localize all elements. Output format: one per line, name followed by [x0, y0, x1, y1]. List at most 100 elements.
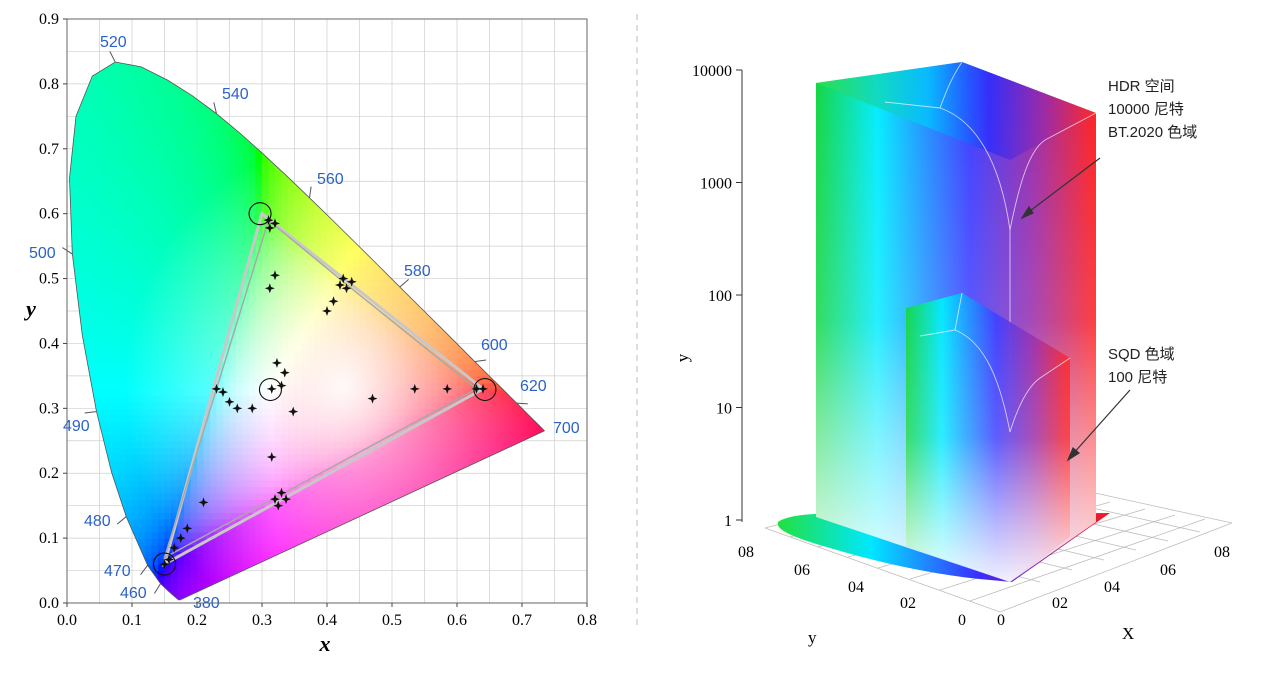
- measurement-marker: [270, 494, 280, 505]
- cie-chromaticity-chart: 520540560580600620700500490480470460380 …: [23, 11, 597, 656]
- measurement-marker: [273, 500, 284, 511]
- floor-x-tick-label: 0: [997, 612, 1005, 629]
- measured-gamut: [163, 218, 478, 560]
- measurement-markers: [159, 215, 488, 570]
- annotation-sqd-line: SQD 色域: [1108, 346, 1175, 363]
- locus-tick: [474, 359, 487, 363]
- measurement-marker: [442, 383, 453, 394]
- annotations: HDR 空间 10000 尼特 BT.2020 色域 SQD 色域 100 尼特: [1108, 78, 1197, 386]
- y-tick-label: 0.9: [39, 11, 59, 28]
- measurement-marker: [169, 542, 180, 553]
- floor-x-label: X: [1122, 624, 1134, 643]
- measurement-marker: [263, 215, 274, 226]
- measurement-marker: [211, 383, 222, 394]
- z-tick-label: 1: [724, 513, 732, 530]
- wavelength-label-500: 500: [29, 245, 56, 262]
- measurement-marker: [471, 383, 482, 394]
- measurement-marker: [247, 403, 258, 414]
- annotation-arrows: [1020, 157, 1131, 462]
- x-tick-label: 0.5: [382, 612, 402, 629]
- floor-y-tick-label: 02: [900, 595, 916, 612]
- measurement-marker: [276, 487, 287, 498]
- primary-circle: [248, 202, 272, 226]
- locus-tick: [140, 565, 148, 575]
- y-tick-label: 0.1: [39, 530, 59, 547]
- measurement-marker: [341, 283, 352, 294]
- y-tick-label: 0.5: [39, 271, 59, 288]
- annotation-hdr-line: HDR 空间: [1108, 78, 1175, 95]
- floor-x-tick-label: 04: [1104, 579, 1120, 596]
- measurement-marker: [232, 403, 243, 414]
- y-tick-label: 0.6: [39, 206, 59, 223]
- x-tick-label: 0.4: [317, 612, 337, 629]
- measurement-marker: [328, 296, 339, 307]
- y-tick-label: 0.8: [39, 76, 59, 93]
- z-axis-ticks: 1 10 100 1000 10000: [692, 63, 742, 530]
- y-tick-label: 0.2: [39, 465, 59, 482]
- measurement-marker: [182, 523, 193, 534]
- wavelength-label-470: 470: [104, 563, 131, 580]
- floor-y-label: y: [808, 628, 817, 647]
- floor-y-tick-label: 0: [958, 612, 966, 629]
- x-tick-label: 0.7: [512, 612, 532, 629]
- measurement-marker: [288, 406, 299, 417]
- wavelength-label-560: 560: [317, 171, 344, 188]
- measurement-marker: [346, 276, 357, 287]
- annotation-hdr-line: 10000 尼特: [1108, 101, 1184, 118]
- x-floor-ticks: 0 02 04 06 08: [997, 544, 1230, 629]
- y-tick-label: 0.3: [39, 400, 59, 417]
- measurement-marker: [279, 367, 290, 378]
- measurement-marker: [335, 280, 345, 291]
- wavelength-label-520: 520: [100, 34, 127, 51]
- axes: 0.0 0.1 0.2 0.3 0.4 0.5 0.6 0.7 0.8 0.0 0.1 0.2 0.3 0…: [39, 11, 597, 629]
- measurement-marker: [338, 273, 349, 284]
- color-volume-chart: 1 10 100 1000 10000 y: [673, 61, 1233, 647]
- z-tick-label: 1000: [700, 176, 732, 193]
- x-axis-label: x: [319, 631, 331, 656]
- measurement-marker: [266, 383, 277, 394]
- y-tick-label: 0.0: [39, 595, 59, 612]
- wavelength-label-600: 600: [481, 337, 508, 354]
- measurement-marker: [264, 222, 275, 233]
- floor-x-tick-label: 06: [1160, 562, 1176, 579]
- measurement-marker: [409, 383, 420, 394]
- x-tick-label: 0.3: [252, 612, 272, 629]
- wavelength-label-460: 460: [120, 585, 147, 602]
- floor-y-tick-label: 08: [738, 544, 754, 561]
- measurement-marker: [264, 283, 275, 294]
- measurement-marker: [218, 387, 228, 398]
- measurement-marker: [224, 396, 235, 407]
- locus-tick: [308, 186, 312, 199]
- x-tick-label: 0.1: [122, 612, 142, 629]
- measurement-marker: [322, 306, 332, 316]
- z-tick-label: 10: [716, 401, 732, 418]
- wavelength-label-480: 480: [84, 513, 111, 530]
- measurement-marker: [281, 494, 292, 505]
- measurement-marker: [276, 380, 287, 391]
- sqd-volume: [906, 292, 1071, 582]
- locus-tick: [213, 102, 217, 114]
- measurement-marker: [198, 497, 209, 508]
- wavelength-label-580: 580: [404, 263, 431, 280]
- z-axis-label: y: [673, 353, 692, 362]
- measurement-marker: [270, 270, 280, 281]
- z-tick-label: 100: [708, 288, 732, 305]
- locus-tick: [399, 278, 409, 288]
- measurement-marker: [271, 357, 282, 368]
- wavelength-label-620: 620: [520, 378, 547, 395]
- spectral-locus-outline: [69, 61, 545, 601]
- wavelength-label-540: 540: [222, 86, 249, 103]
- y-tick-label: 0.4: [39, 335, 59, 352]
- floor-x-tick-label: 02: [1052, 595, 1068, 612]
- x-tick-label: 0.6: [447, 612, 467, 629]
- measurement-marker: [175, 533, 186, 544]
- floor-y-tick-label: 04: [848, 579, 864, 596]
- measurement-marker: [270, 218, 280, 229]
- locus-tick: [154, 583, 162, 594]
- locus-tick: [84, 411, 97, 414]
- measurement-marker: [266, 452, 277, 462]
- measurement-marker: [164, 554, 175, 565]
- annotation-sqd-line: 100 尼特: [1108, 369, 1167, 386]
- locus-tick: [116, 516, 127, 525]
